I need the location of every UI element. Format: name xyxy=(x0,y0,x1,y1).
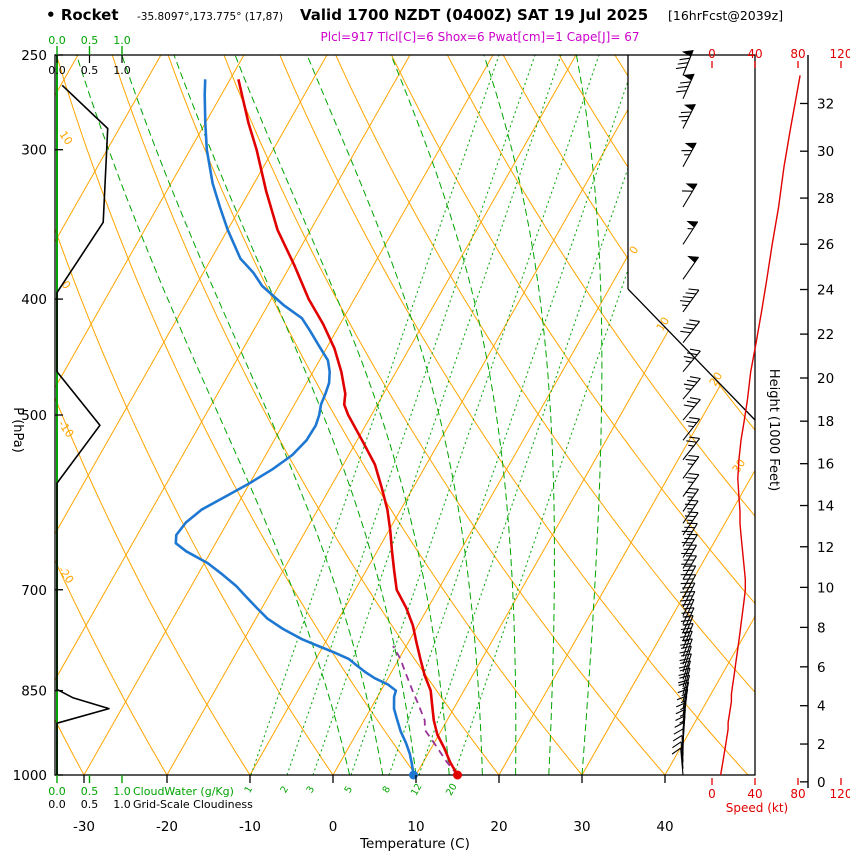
temperature-trace xyxy=(237,79,459,776)
svg-text:0.5: 0.5 xyxy=(81,34,99,47)
svg-text:250: 250 xyxy=(21,48,47,64)
svg-text:0.5: 0.5 xyxy=(81,798,99,811)
svg-text:2: 2 xyxy=(279,784,292,795)
svg-text:0: 0 xyxy=(817,775,826,791)
svg-text:10: 10 xyxy=(817,580,834,596)
svg-text:1.0: 1.0 xyxy=(113,64,131,77)
svg-text:28: 28 xyxy=(817,191,834,207)
svg-text:Grid-Scale Cloudiness: Grid-Scale Cloudiness xyxy=(133,798,253,811)
cloud-axes: 0.00.00.00.00.50.50.50.51.01.01.01.0Clou… xyxy=(48,34,253,811)
svg-text:20: 20 xyxy=(817,371,834,387)
svg-text:120: 120 xyxy=(830,787,850,801)
svg-text:14: 14 xyxy=(817,499,834,515)
svg-text:850: 850 xyxy=(21,684,47,700)
svg-text:-10: -10 xyxy=(239,819,261,835)
svg-text:0.0: 0.0 xyxy=(48,785,66,798)
svg-text:20: 20 xyxy=(490,819,507,835)
svg-text:1.0: 1.0 xyxy=(113,798,131,811)
svg-text:0.0: 0.0 xyxy=(48,34,66,47)
svg-text:40: 40 xyxy=(656,819,673,835)
cloud-profile-trace xyxy=(56,84,110,775)
svg-text:P (hPa): P (hPa) xyxy=(10,407,25,453)
svg-text:40: 40 xyxy=(747,47,762,61)
temperature-axis: -30 -20 -10 0 10 20 30 40 xyxy=(73,775,674,835)
svg-text:24: 24 xyxy=(817,283,834,299)
svg-text:80: 80 xyxy=(790,787,805,801)
svg-text:8: 8 xyxy=(817,620,826,636)
svg-text:10: 10 xyxy=(407,819,424,835)
svg-text:400: 400 xyxy=(21,292,47,308)
svg-text:1000: 1000 xyxy=(13,768,47,784)
svg-text:0.5: 0.5 xyxy=(81,785,99,798)
svg-text:700: 700 xyxy=(21,583,47,599)
svg-text:20: 20 xyxy=(444,782,460,798)
svg-text:120: 120 xyxy=(830,47,850,61)
svg-text:32: 32 xyxy=(817,96,834,112)
svg-text:12: 12 xyxy=(817,540,834,556)
svg-text:500: 500 xyxy=(21,408,47,424)
svg-text:16: 16 xyxy=(817,457,834,473)
svg-text:-20: -20 xyxy=(156,819,178,835)
surface-dewpoint-dot xyxy=(409,770,419,780)
svg-text:4: 4 xyxy=(817,699,826,715)
dewpoint-trace xyxy=(174,79,415,776)
svg-text:CloudWater (g/Kg): CloudWater (g/Kg) xyxy=(133,785,234,798)
svg-text:Speed (kt): Speed (kt) xyxy=(726,801,788,815)
svg-text:0.0: 0.0 xyxy=(48,798,66,811)
svg-text:40: 40 xyxy=(747,787,762,801)
svg-text:-30: -30 xyxy=(73,819,95,835)
svg-text:1.0: 1.0 xyxy=(113,785,131,798)
svg-text:1: 1 xyxy=(243,784,256,795)
wind-barbs xyxy=(671,49,701,776)
svg-text:22: 22 xyxy=(817,327,834,343)
speed-profile-trace xyxy=(719,75,801,776)
svg-text:6: 6 xyxy=(817,660,826,676)
svg-text:0: 0 xyxy=(708,47,716,61)
svg-text:80: 80 xyxy=(790,47,805,61)
pressure-axis: 250 300 400 500 700 850 1000 P (hPa) xyxy=(10,48,63,784)
grid-lines xyxy=(55,55,755,775)
surface-temp-dot xyxy=(453,770,462,780)
svg-text:30: 30 xyxy=(817,144,834,160)
svg-text:0: 0 xyxy=(329,819,338,835)
svg-text:5: 5 xyxy=(343,784,356,795)
parcel-trace xyxy=(392,645,459,776)
svg-text:300: 300 xyxy=(21,143,47,159)
svg-text:0: 0 xyxy=(708,787,716,801)
svg-text:18: 18 xyxy=(817,414,834,430)
svg-text:0.5: 0.5 xyxy=(81,64,99,77)
svg-text:1.0: 1.0 xyxy=(113,34,131,47)
svg-text:0.0: 0.0 xyxy=(48,64,66,77)
svg-text:26: 26 xyxy=(817,237,834,253)
svg-text:2: 2 xyxy=(817,737,826,753)
svg-text:3: 3 xyxy=(305,784,318,795)
svg-text:8: 8 xyxy=(381,784,394,795)
svg-text:12: 12 xyxy=(409,782,425,798)
svg-text:Height (1000 Feet): Height (1000 Feet) xyxy=(766,369,781,491)
svg-text:30: 30 xyxy=(573,819,590,835)
